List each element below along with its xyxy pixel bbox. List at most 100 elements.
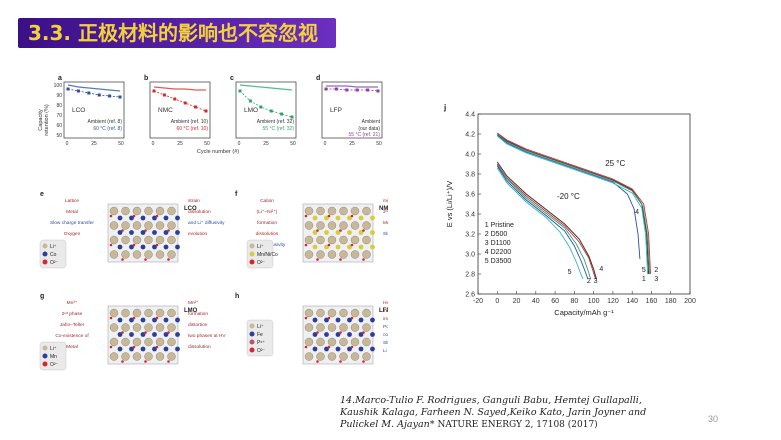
y-tick-label: 2.6 [465, 292, 475, 299]
annotation-minus20c: -20 °C [557, 192, 580, 201]
metal-atom [347, 215, 352, 221]
structure-note: strain [188, 198, 200, 204]
li-atom [144, 323, 153, 332]
metal-atom [324, 332, 329, 337]
legend-atom-swatch [42, 251, 48, 257]
oxygen-atom [144, 229, 147, 232]
structure-note: Metal [66, 209, 78, 215]
data-marker [280, 112, 284, 116]
metal-atom [312, 317, 318, 323]
oxygen-atom [144, 258, 147, 261]
metal-atom [335, 332, 341, 337]
li-atom [350, 235, 360, 245]
oxygen-atom [327, 345, 331, 349]
oxygen-atom [121, 331, 124, 334]
x-tick-label: 200 [684, 298, 696, 305]
li-atom [362, 352, 371, 361]
metal-atom [152, 215, 157, 221]
curve-label-25c: 4 [635, 209, 639, 216]
annotation-25c: 25 °C [605, 159, 625, 168]
li-atom [132, 352, 142, 361]
y-axis-label-1: Capacity [38, 109, 44, 131]
legend-atom-label: O²⁻ [257, 348, 266, 354]
metal-atom [152, 346, 157, 352]
oxygen-atom [109, 214, 113, 218]
metal-atom [117, 346, 123, 352]
structure-label: LMO [184, 308, 198, 314]
x-axis-label: Capacity/mAh g⁻¹ [554, 308, 614, 317]
y-tick-label: 4.2 [465, 132, 475, 139]
metal-atom [347, 244, 352, 250]
legend-atom-swatch [42, 259, 48, 265]
li-atom [362, 250, 371, 259]
metal-atom [347, 332, 352, 337]
metal-atom [358, 244, 364, 250]
oxygen-atom [132, 316, 136, 320]
li-atom [144, 308, 153, 318]
oxygen-atom [109, 345, 113, 349]
oxygen-atom [316, 229, 319, 232]
structure-note: dissolution [188, 344, 211, 350]
li-atom [327, 337, 337, 347]
oxygen-atom [362, 331, 365, 334]
panel-frame [149, 81, 211, 139]
structure-panel-f: f NMC Cation mixing (Li⁺–Ni²⁺) 2ⁿᵈ phase forma… [235, 191, 388, 269]
x-tick-label: 0 [495, 298, 499, 305]
metal-atom [163, 346, 169, 352]
metal-atom [324, 215, 329, 221]
series-line-1-m20 [496, 161, 597, 280]
oxygen-atom [316, 331, 319, 334]
structure-note: (Li⁺–Ni²⁺) [257, 209, 278, 215]
panel-letter: b [144, 75, 148, 82]
legend-atom-label: Li⁺ [257, 244, 264, 250]
structure-note: distortion [188, 322, 208, 328]
reference-line-3: Pulickel M. Ajayan* [340, 419, 435, 430]
x-axis-label: Cycle number (#) [197, 149, 239, 155]
legend-entry: 4 D2200 [485, 249, 512, 256]
metal-atom [152, 230, 157, 235]
reference-citation: 14.Marco-Tulio F. Rodrigues, Ganguli Bab… [340, 395, 700, 431]
legend-high-temp: 60 °C (ref. 10) [177, 126, 209, 132]
oxygen-atom [350, 316, 354, 320]
li-atom [304, 206, 314, 216]
x-tick-label: 0 [152, 141, 155, 147]
cycle-panel-b: b 0 25 50 NMC Ambient (ref. 10)60 °C (ref. 10… [144, 75, 211, 147]
li-atom [362, 206, 371, 216]
oxygen-atom [167, 360, 170, 363]
panel-letter: a [58, 75, 62, 82]
reference-line-1: 14.Marco-Tulio F. Rodrigues, Ganguli Bab… [340, 395, 642, 406]
legend-atom-label: Li⁺ [257, 324, 264, 330]
structure-note: impedance [383, 316, 388, 322]
metal-atom [312, 332, 318, 337]
li-atom [121, 221, 130, 230]
metal-atom [358, 317, 364, 323]
curve-label-25c: 1 [642, 276, 646, 283]
x-tick-label: 140 [626, 298, 638, 305]
legend-ambient: Ambient (ref. 8) [88, 119, 123, 125]
data-marker [118, 95, 122, 99]
metal-atom [117, 215, 123, 221]
li-atom [339, 308, 348, 318]
structure-note: Lattice [65, 198, 79, 204]
legend-high-temp: 60 °C (ref. 8) [93, 126, 122, 132]
series-line-4-25 [497, 134, 641, 260]
li-atom [109, 250, 119, 259]
structure-note: Metal [383, 220, 388, 226]
material-label: LMO [244, 107, 258, 114]
data-marker [366, 88, 370, 92]
ambient-line [326, 85, 378, 88]
li-atom [109, 235, 119, 245]
li-atom [167, 235, 176, 245]
data-marker [194, 105, 198, 109]
li-atom [121, 337, 130, 347]
li-atom [316, 323, 325, 332]
legend-atom-label: Li⁺ [50, 346, 57, 352]
curve-label-minus20c: 3 [594, 278, 598, 285]
y-tick-label: 70 [56, 113, 62, 119]
metal-atom [152, 317, 157, 323]
structure-label: LCO [184, 206, 197, 212]
li-atom [144, 235, 153, 245]
structure-note: Li transport [383, 348, 388, 354]
data-marker [108, 94, 112, 98]
metal-atom [358, 332, 364, 337]
